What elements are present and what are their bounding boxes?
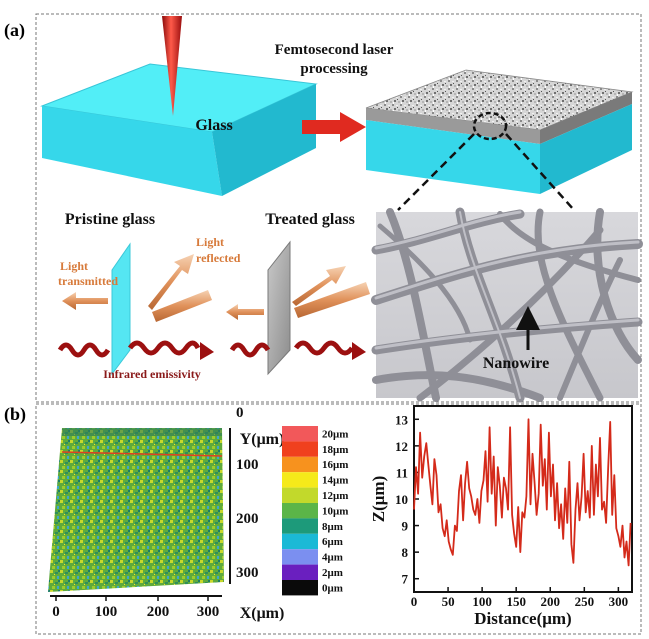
chart-frame — [413, 405, 633, 593]
colorbar-swatch — [282, 472, 318, 488]
infrared-arrowhead-icon — [200, 342, 214, 360]
map-x-tick-label: 0 — [52, 604, 60, 620]
chart-x-tick-label: 100 — [472, 594, 492, 609]
colorbar-label: 16μm — [322, 459, 348, 471]
colorbar-label: 12μm — [322, 490, 348, 502]
colorbar-label: 18μm — [322, 444, 348, 456]
colorbar-swatch — [282, 518, 318, 534]
surface-height-map — [48, 428, 224, 592]
process-label-line1: Femtosecond laser — [275, 42, 394, 58]
infrared-label: Infrared emissivity — [103, 367, 200, 381]
pristine-glass-pane — [111, 242, 131, 376]
infrared-wave-left-icon — [57, 342, 111, 358]
colorbar-swatch — [282, 549, 318, 565]
colorbar-label: 4μm — [322, 552, 343, 564]
map-x-tick-label: 100 — [95, 604, 118, 620]
colorbar-label: 14μm — [322, 475, 348, 487]
colorbar-label: 10μm — [322, 505, 348, 517]
reflected-light-arrow-icon — [148, 254, 194, 310]
chart-y-tick-label: 8 — [402, 545, 409, 560]
chart-x-tick-label: 150 — [506, 594, 526, 609]
chart-x-tick-label: 250 — [575, 594, 595, 609]
chart-y-tick-label: 9 — [402, 519, 409, 534]
chart-x-tick-label: 200 — [541, 594, 561, 609]
pristine-label: Pristine glass — [65, 211, 155, 228]
colorbar-label: 6μm — [322, 536, 343, 548]
colorbar-legend: 20μm 18μm 16μm 14μm 12μm 10μm 8μm 6μm 4μm 2μm 0μm — [282, 426, 348, 596]
chart-x-tick-label: 50 — [442, 594, 455, 609]
height-profile-line — [413, 418, 632, 567]
light-reflected-line1: Light — [196, 235, 224, 249]
treated-infrared-arrowhead-icon — [352, 342, 366, 360]
map-x-ticks: 0 100 200 300 — [52, 596, 219, 620]
zoom-line-right — [505, 133, 575, 211]
chart-y-tick-label: 10 — [395, 492, 408, 507]
map-y-tick-label: 200 — [236, 511, 259, 527]
colorbar-swatch — [282, 456, 318, 473]
chart-x-label: Distance(μm) — [474, 609, 571, 628]
colorbar-swatch — [282, 487, 318, 503]
map-x-label: X(μm) — [240, 605, 285, 622]
colorbar-swatch — [282, 426, 318, 442]
glass-label: Glass — [195, 117, 232, 134]
map-y-label: Y(μm) — [240, 431, 285, 448]
laser-beam-icon — [162, 16, 182, 116]
panel-b-label: (b) — [4, 404, 26, 425]
treated-incident-arrow-icon — [294, 282, 370, 318]
colorbar-swatch — [282, 533, 318, 550]
colorbar-swatch — [282, 503, 318, 519]
height-profile-chart: 0 50 100 150 200 250 300 7 8 9 10 11 12 13 Distance(μm… — [369, 405, 633, 628]
treated-glass-pane — [267, 240, 291, 376]
chart-y-tick-label: 13 — [395, 412, 409, 427]
map-y-tick-label: 100 — [236, 457, 259, 473]
light-transmitted-line2: transmitted — [58, 274, 118, 288]
treated-glass-slab — [365, 69, 634, 194]
colorbar-label: 8μm — [322, 521, 343, 533]
panel-b-frame — [35, 403, 642, 635]
treated-reflected-arrow-icon — [292, 266, 346, 306]
chart-x-tick-label: 300 — [609, 594, 629, 609]
nanowire-label: Nanowire — [483, 355, 549, 372]
process-arrow-icon — [302, 112, 366, 142]
zoom-circle — [472, 111, 508, 141]
treated-infrared-right-icon — [293, 340, 355, 356]
treated-transmitted-arrow-icon — [226, 304, 264, 320]
chart-y-tick-label: 11 — [396, 465, 408, 480]
process-label-line2: processing — [300, 61, 368, 77]
light-reflected-line2: reflected — [196, 251, 241, 265]
colorbar-label: 20μm — [322, 428, 348, 440]
infrared-wave-right-icon — [127, 340, 201, 356]
map-x-tick-label: 300 — [197, 604, 220, 620]
panel-a-label: (a) — [4, 20, 25, 41]
colorbar-label: 2μm — [322, 567, 343, 579]
colorbar-swatch — [282, 564, 318, 580]
transmitted-light-arrow-icon — [62, 292, 108, 310]
map-y-ticks: 0 100 200 300 — [236, 405, 259, 581]
colorbar-label: 0μm — [322, 582, 343, 594]
treated-label: Treated glass — [265, 211, 355, 228]
chart-x-tick-label: 0 — [411, 594, 418, 609]
map-y-tick-label: 300 — [236, 565, 259, 581]
light-transmitted-line1: Light — [60, 259, 88, 273]
nanowire-network-image — [371, 207, 643, 403]
zoom-line-left — [397, 133, 475, 211]
pristine-glass-slab — [40, 63, 318, 196]
treated-infrared-left-icon — [229, 342, 271, 358]
map-y-tick-label: 0 — [236, 405, 244, 421]
panel-a-frame — [35, 13, 642, 403]
colorbar-swatch — [282, 580, 318, 596]
colorbar-swatch — [282, 441, 318, 457]
chart-y-label: Z(μm) — [369, 476, 388, 522]
chart-y-tick-label: 12 — [395, 439, 408, 454]
chart-y-tick-label: 7 — [402, 572, 409, 587]
map-x-tick-label: 200 — [147, 604, 170, 620]
incident-light-arrow-icon — [152, 290, 212, 322]
